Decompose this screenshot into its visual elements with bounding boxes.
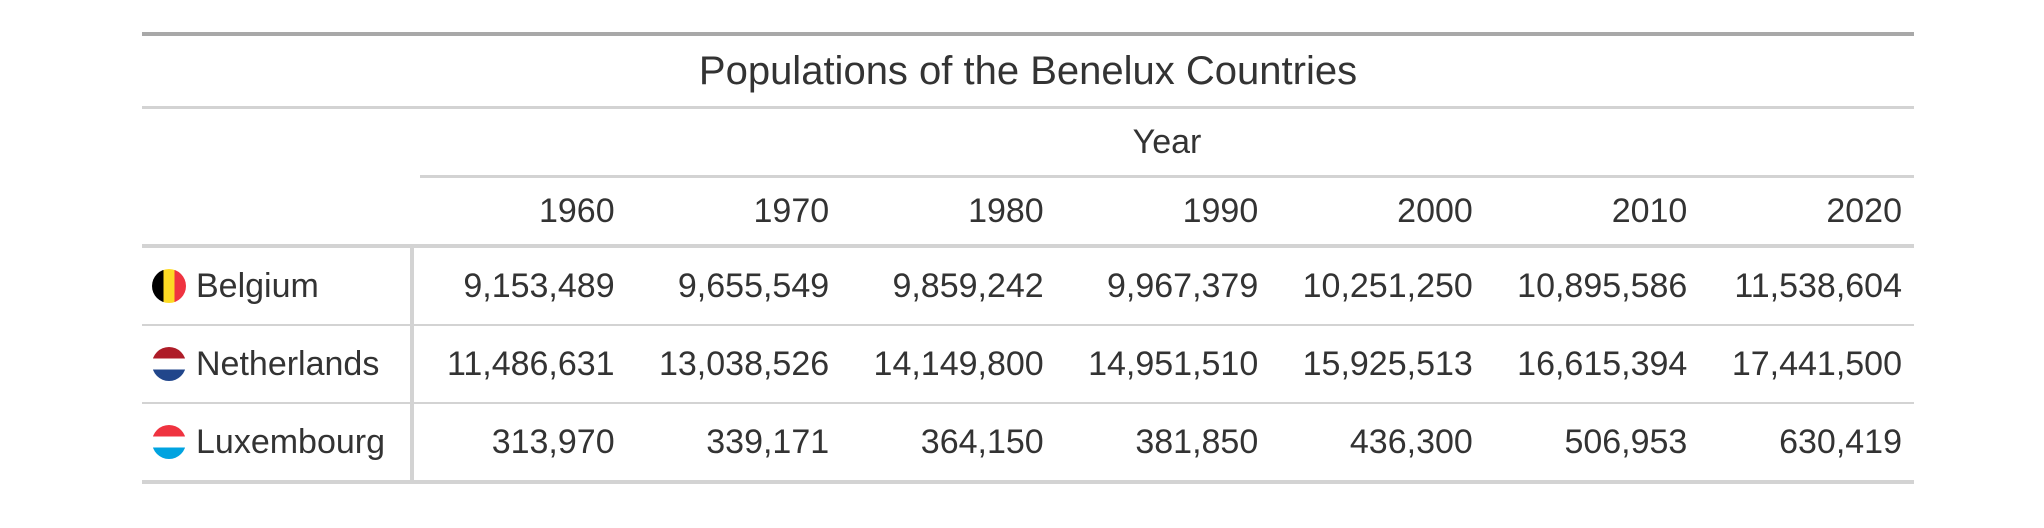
population-cell: 13,038,526	[626, 325, 842, 404]
population-cell: 9,967,379	[1055, 246, 1271, 326]
population-cell: 506,953	[1564, 422, 1688, 461]
luxembourg-flag-icon	[152, 425, 186, 459]
population-cell: 16,615,394	[1484, 325, 1700, 404]
netherlands-flag-icon	[152, 347, 186, 381]
population-cell: 364,150	[920, 422, 1044, 461]
country-label: Netherlands	[196, 344, 380, 383]
row-stub: Belgium	[142, 246, 415, 326]
row-stub: Netherlands	[142, 325, 415, 404]
population-cell: 9,153,489	[412, 246, 627, 326]
population-cell: 381,850	[1135, 422, 1259, 461]
population-cell: 10,895,586	[1484, 246, 1700, 326]
population-cell: 15,925,513	[1270, 325, 1485, 404]
table-row: Belgium 9,153,489 9,655,549 9,859,242 9,967,…	[142, 246, 1914, 326]
population-cell: 14,149,800	[841, 325, 1056, 404]
row-stub: Luxembourg	[142, 403, 415, 482]
table-row: Luxembourg 313,970 339,171 364,150 381,850 43…	[142, 403, 1914, 482]
population-cell: 339,171	[706, 422, 830, 461]
population-table-container: Populations of the Benelux Countries Yea…	[142, 32, 1914, 484]
year-spanner-label: Year	[420, 109, 1914, 178]
column-header-year: 2010	[1484, 178, 1700, 248]
year-spanner: Year	[412, 108, 1914, 178]
population-cell: 14,951,510	[1055, 325, 1271, 404]
column-header-year: 1990	[1055, 178, 1271, 248]
population-cell: 11,486,631	[412, 325, 627, 404]
column-header-year: 2000	[1270, 178, 1485, 248]
table-row: Netherlands 11,486,631 13,038,526 14,149,80…	[142, 325, 1914, 404]
population-cell: 436,300	[1349, 422, 1473, 461]
column-header-year: 1970	[626, 178, 842, 248]
population-cell: 11,538,604	[1699, 246, 1914, 326]
population-cell: 17,441,500	[1699, 325, 1914, 404]
column-header-year: 2020	[1699, 178, 1914, 248]
population-cell: 630,419	[1779, 422, 1902, 461]
column-header-year: 1960	[412, 178, 627, 248]
stub-column-header	[142, 178, 413, 248]
population-table: Populations of the Benelux Countries Yea…	[142, 32, 1914, 484]
population-cell: 313,970	[491, 422, 615, 461]
population-cell: 10,251,250	[1270, 246, 1485, 326]
population-cell: 9,655,549	[626, 246, 842, 326]
stub-spanner-blank	[142, 108, 412, 179]
country-label: Belgium	[196, 266, 319, 305]
table-title: Populations of the Benelux Countries	[142, 34, 1914, 109]
population-cell: 9,859,242	[841, 246, 1056, 326]
country-label: Luxembourg	[196, 422, 386, 461]
belgium-flag-icon	[152, 269, 186, 303]
column-header-year: 1980	[841, 178, 1056, 248]
